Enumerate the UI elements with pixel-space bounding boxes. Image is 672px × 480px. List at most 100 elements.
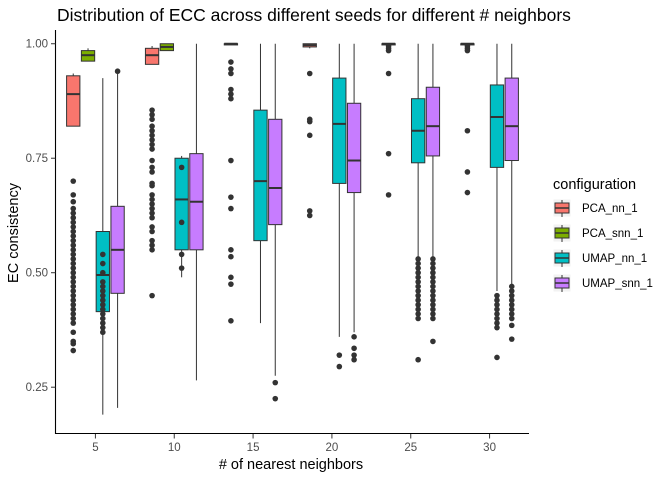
x-tick-label: 15 xyxy=(247,442,260,454)
legend-item: PCA_nn_1 xyxy=(553,199,638,217)
outlier-point xyxy=(149,107,155,113)
outlier-point xyxy=(415,301,421,308)
outlier-point xyxy=(100,251,106,258)
outlier-point xyxy=(149,196,155,203)
outlier-point xyxy=(149,224,155,230)
box xyxy=(489,84,505,168)
outlier-point xyxy=(70,347,77,354)
outlier-point xyxy=(494,315,500,322)
series-UMAP_snn_1 xyxy=(110,43,519,408)
outlier-point xyxy=(149,214,155,221)
outlier-point xyxy=(149,205,155,212)
outlier-point xyxy=(228,66,234,72)
outlier-point xyxy=(430,260,436,267)
outlier-point xyxy=(508,336,515,342)
outlier-point xyxy=(415,356,421,363)
legend-item: UMAP_snn_1 xyxy=(553,274,653,292)
outlier-point xyxy=(228,318,234,324)
box xyxy=(346,102,362,194)
outlier-point xyxy=(272,379,279,386)
outlier-point xyxy=(100,315,106,322)
x-tick-label: 30 xyxy=(483,442,496,454)
outlier-point xyxy=(149,242,155,249)
x-tick-label: 20 xyxy=(326,442,339,454)
outlier-point xyxy=(149,127,155,134)
outlier-point xyxy=(70,311,77,317)
box xyxy=(332,77,347,184)
outlier-point xyxy=(70,292,77,299)
outlier-point xyxy=(306,70,313,77)
outlier-point xyxy=(336,363,343,370)
outlier-point xyxy=(149,157,155,164)
outlier-point xyxy=(100,283,106,290)
outlier-point xyxy=(70,265,77,271)
outlier-point xyxy=(415,260,421,267)
outlier-point xyxy=(228,91,234,97)
outlier-point xyxy=(70,247,77,253)
outlier-point xyxy=(149,169,155,175)
outlier-point xyxy=(70,288,77,294)
outlier-point xyxy=(494,311,500,317)
box xyxy=(268,118,283,226)
outlier-point xyxy=(149,210,155,216)
outlier-point xyxy=(508,292,515,299)
outlier-point xyxy=(228,281,234,287)
outlier-point xyxy=(494,292,500,299)
legend-label: PCA_snn_1 xyxy=(582,228,643,240)
outlier-point xyxy=(149,182,155,189)
outlier-point xyxy=(494,306,500,313)
outlier-point xyxy=(228,70,234,77)
box xyxy=(504,77,519,162)
outlier-point xyxy=(100,301,106,308)
y-axis-ticks: 0.25 0.50 0.75 1.00 xyxy=(26,39,56,394)
outlier-point xyxy=(415,311,421,317)
outlier-point xyxy=(430,311,436,317)
x-tick-label: 10 xyxy=(168,442,181,454)
y-axis-title: EC consistency xyxy=(6,182,22,283)
outlier-point xyxy=(351,352,357,358)
outlier-point xyxy=(494,324,500,331)
legend-item: UMAP_nn_1 xyxy=(553,249,647,267)
outlier-point xyxy=(508,306,515,313)
plot-area xyxy=(66,42,519,415)
outlier-point xyxy=(149,228,155,235)
outlier-point xyxy=(508,311,515,317)
outlier-point xyxy=(228,86,234,93)
outlier-point xyxy=(70,178,77,184)
outlier-point xyxy=(149,237,155,244)
outlier-point xyxy=(228,274,234,281)
outlier-point xyxy=(149,132,155,139)
outlier-point xyxy=(70,192,77,198)
y-tick-label: 0.75 xyxy=(26,153,48,165)
outlier-point xyxy=(70,301,77,308)
outlier-point xyxy=(385,47,392,54)
outlier-point xyxy=(430,297,436,303)
outlier-point xyxy=(351,334,357,340)
outlier-point xyxy=(149,146,155,152)
legend-title: configuration xyxy=(553,177,636,193)
outlier-point xyxy=(70,214,77,221)
outlier-point xyxy=(100,292,106,299)
outlier-point xyxy=(228,59,234,65)
x-axis-ticks: 5 10 15 20 25 30 xyxy=(92,434,496,454)
legend-label: UMAP_snn_1 xyxy=(582,278,653,290)
outlier-point xyxy=(430,306,436,313)
outlier-point xyxy=(430,269,436,276)
outlier-point xyxy=(430,265,436,271)
outlier-point xyxy=(178,219,185,226)
outlier-point xyxy=(415,283,421,290)
outlier-point xyxy=(415,279,421,285)
outlier-point xyxy=(100,311,106,317)
outlier-point xyxy=(306,132,313,139)
outlier-point xyxy=(70,219,77,226)
outlier-point xyxy=(464,189,471,196)
outlier-point xyxy=(70,329,77,336)
outlier-point xyxy=(415,269,421,276)
x-axis-title: # of nearest neighbors xyxy=(219,457,363,473)
series-PCA_snn_1 xyxy=(80,43,175,62)
outlier-point xyxy=(228,95,234,102)
outlier-point xyxy=(430,315,436,322)
y-tick-label: 0.50 xyxy=(26,268,48,280)
outlier-point xyxy=(70,237,77,244)
